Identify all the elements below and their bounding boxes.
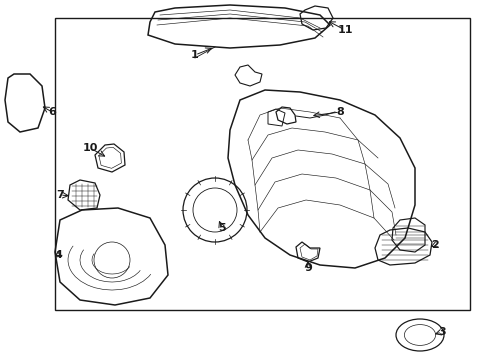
Text: 1: 1 bbox=[191, 50, 199, 60]
Text: 3: 3 bbox=[438, 327, 446, 337]
Text: 10: 10 bbox=[82, 143, 98, 153]
Text: 2: 2 bbox=[431, 240, 439, 250]
Text: 7: 7 bbox=[56, 190, 64, 200]
Text: 9: 9 bbox=[304, 263, 312, 273]
Text: 5: 5 bbox=[218, 223, 226, 233]
Text: 4: 4 bbox=[54, 250, 62, 260]
Text: 6: 6 bbox=[48, 107, 56, 117]
Text: 8: 8 bbox=[336, 107, 344, 117]
Bar bbox=[55, 18, 470, 310]
Text: 11: 11 bbox=[337, 25, 353, 35]
